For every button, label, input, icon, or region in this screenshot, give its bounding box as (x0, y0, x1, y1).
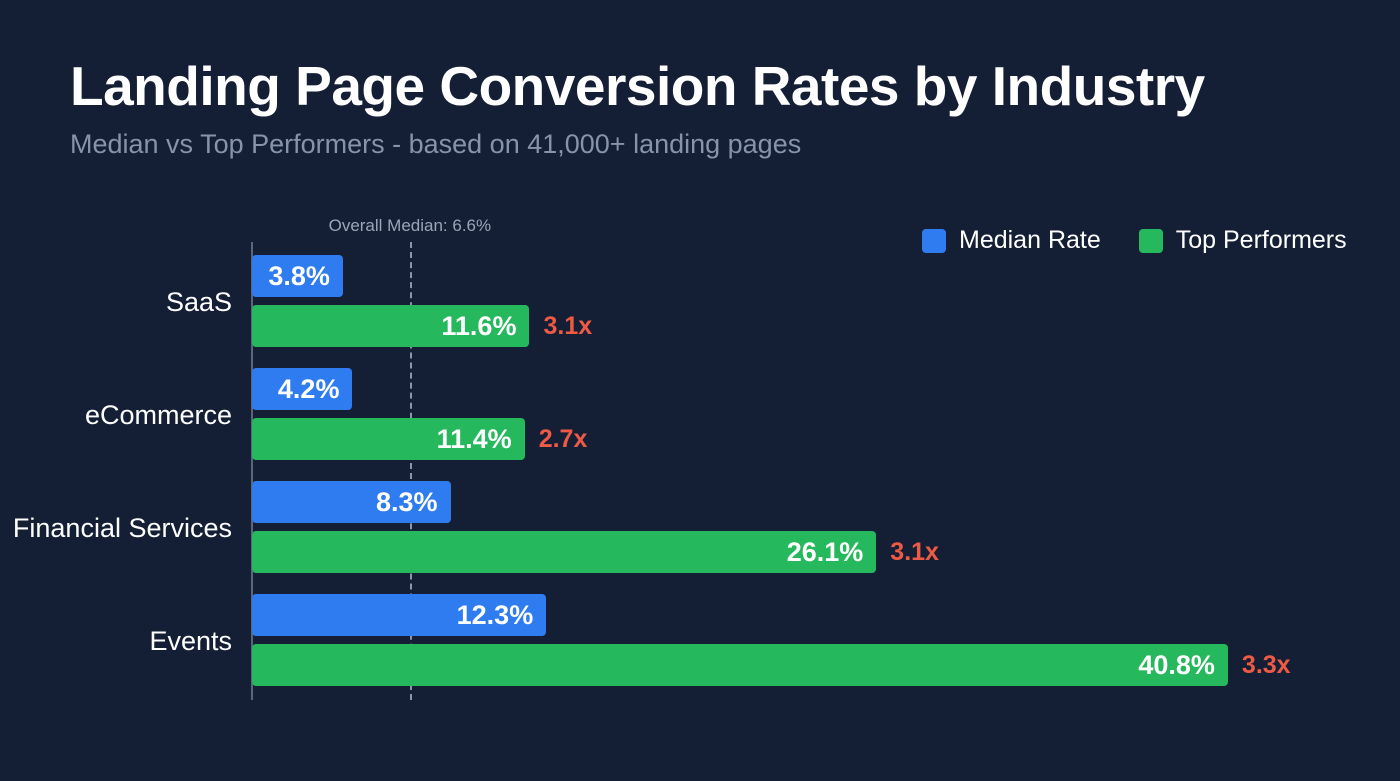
bar-row-events-top: 40.8% 3.3x (252, 644, 1291, 686)
multiplier-events: 3.3x (1241, 650, 1291, 679)
page-title: Landing Page Conversion Rates by Industr… (70, 55, 1205, 117)
bar-value-saas-median: 3.8% (268, 260, 330, 291)
bar-value-financial-services-top: 26.1% (786, 536, 864, 567)
legend-swatch-top-icon (1138, 228, 1163, 253)
bar-row-events-median: 12.3% (252, 594, 547, 636)
y-axis-line (251, 242, 253, 700)
bar-row-saas-top: 11.6% 3.1x (252, 305, 592, 347)
legend-item-median[interactable]: Median Rate (922, 226, 1101, 255)
bar-saas-median[interactable]: 3.8% (252, 255, 343, 297)
bar-value-events-median: 12.3% (456, 599, 534, 630)
bar-value-ecommerce-median: 4.2% (277, 373, 340, 404)
bar-financial-services-top[interactable]: 26.1% (252, 531, 877, 573)
overall-median-label: Overall Median: 6.6% (328, 216, 492, 235)
legend-swatch-median-icon (922, 228, 946, 253)
bar-row-financial-services-median: 8.3% (252, 481, 451, 523)
multiplier-saas: 3.1x (543, 311, 593, 340)
overall-median-reference-line (409, 242, 412, 700)
bar-saas-top[interactable]: 11.6% (252, 305, 530, 347)
bar-row-financial-services-top: 26.1% 3.1x (252, 531, 939, 573)
legend-label-median: Median Rate (959, 226, 1101, 254)
bar-value-saas-top: 11.6% (441, 310, 517, 341)
multiplier-ecommerce: 2.7x (538, 424, 588, 453)
chart-header: Landing Page Conversion Rates by Industr… (70, 55, 1330, 159)
category-label-ecommerce: eCommerce (84, 399, 232, 430)
category-label-financial-services: Financial Services (12, 512, 232, 543)
multiplier-financial-services: 3.1x (890, 537, 939, 566)
bar-value-events-top: 40.8% (1138, 649, 1215, 680)
bar-financial-services-median[interactable]: 8.3% (252, 481, 451, 523)
bar-row-ecommerce-median: 4.2% (252, 368, 353, 410)
chart-legend: Median Rate Top Performers (922, 226, 1347, 255)
bar-events-top[interactable]: 40.8% (252, 644, 1228, 686)
bar-row-saas-median: 3.8% (252, 255, 343, 297)
bar-value-financial-services-median: 8.3% (375, 486, 438, 517)
bar-ecommerce-median[interactable]: 4.2% (252, 368, 353, 410)
category-label-saas: SaaS (165, 286, 232, 317)
legend-label-top-performers: Top Performers (1175, 226, 1347, 254)
legend-item-top-performers[interactable]: Top Performers (1138, 226, 1347, 255)
bar-events-median[interactable]: 12.3% (252, 594, 547, 636)
bar-ecommerce-top[interactable]: 11.4% (252, 418, 525, 460)
page-subtitle: Median vs Top Performers - based on 41,0… (70, 128, 802, 159)
category-label-events: Events (149, 625, 232, 656)
bar-value-ecommerce-top: 11.4% (436, 423, 512, 454)
bar-row-ecommerce-top: 11.4% 2.7x (252, 418, 587, 460)
